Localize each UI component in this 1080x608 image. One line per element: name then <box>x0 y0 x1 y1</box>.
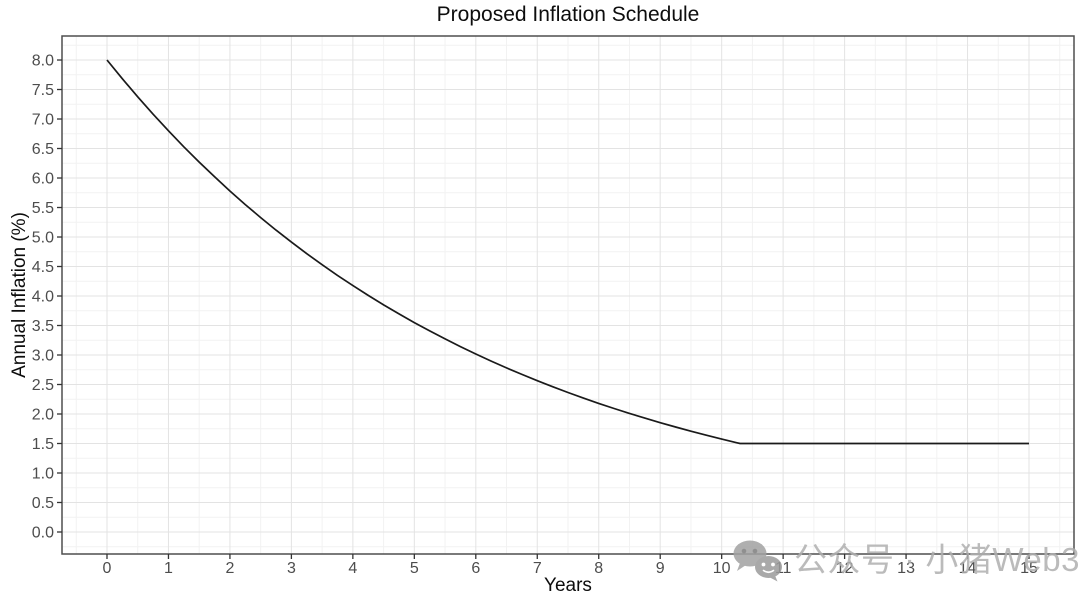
y-tick-label: 4.5 <box>32 259 54 276</box>
y-tick-label: 7.5 <box>32 82 54 99</box>
chart-title: Proposed Inflation Schedule <box>436 3 700 26</box>
y-tick-label: 6.0 <box>32 171 54 188</box>
y-tick-label: 5.0 <box>32 230 54 247</box>
x-tick-label: 12 <box>836 560 854 577</box>
y-tick-label: 1.0 <box>32 465 54 482</box>
x-tick-label: 8 <box>594 560 603 577</box>
y-tick-label: 7.0 <box>32 112 54 129</box>
y-tick-label: 8.0 <box>32 53 54 70</box>
panel-border <box>61 35 1075 555</box>
y-axis-title: Annual Inflation (%) <box>9 212 30 378</box>
x-tick-label: 9 <box>656 560 665 577</box>
x-axis-title: Years <box>544 575 592 596</box>
x-tick-label: 5 <box>410 560 419 577</box>
y-tick-label: 0.0 <box>32 524 54 541</box>
x-tick-label: 13 <box>897 560 915 577</box>
x-tick-label: 0 <box>103 560 112 577</box>
x-tick-label: 1 <box>164 560 173 577</box>
x-tick-label: 7 <box>533 560 542 577</box>
y-tick-label: 2.0 <box>32 406 54 423</box>
y-tick-label: 1.5 <box>32 436 54 453</box>
x-tick-label: 6 <box>471 560 480 577</box>
x-tick-label: 2 <box>225 560 234 577</box>
x-tick-label: 4 <box>348 560 357 577</box>
y-tick-label: 0.5 <box>32 495 54 512</box>
x-tick-label: 10 <box>713 560 731 577</box>
y-tick-label: 3.0 <box>32 348 54 365</box>
y-tick-label: 6.5 <box>32 141 54 158</box>
inflation-curve <box>106 59 1029 445</box>
y-tick-label: 2.5 <box>32 377 54 394</box>
y-tick-label: 4.0 <box>32 289 54 306</box>
y-tick-label: 5.5 <box>32 200 54 217</box>
y-tick-label: 3.5 <box>32 318 54 335</box>
x-tick-label: 15 <box>1020 560 1038 577</box>
x-tick-label: 14 <box>959 560 977 577</box>
x-tick-label: 3 <box>287 560 296 577</box>
